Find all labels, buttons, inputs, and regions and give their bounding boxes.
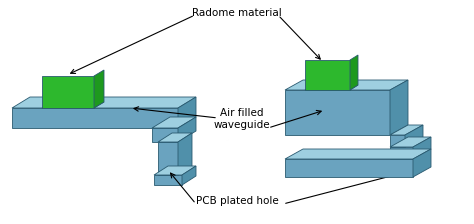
Polygon shape <box>178 97 196 128</box>
Polygon shape <box>413 137 431 159</box>
Polygon shape <box>350 55 358 90</box>
Polygon shape <box>154 166 196 175</box>
Polygon shape <box>178 133 192 175</box>
Polygon shape <box>158 133 192 142</box>
Polygon shape <box>285 159 413 177</box>
Polygon shape <box>42 76 94 108</box>
Polygon shape <box>154 175 182 185</box>
Polygon shape <box>152 128 178 142</box>
Polygon shape <box>158 142 178 175</box>
Polygon shape <box>152 117 196 128</box>
Polygon shape <box>413 149 431 177</box>
Polygon shape <box>94 70 104 108</box>
Polygon shape <box>390 135 405 147</box>
Text: Radome material: Radome material <box>192 8 282 18</box>
Polygon shape <box>12 108 178 128</box>
Polygon shape <box>12 97 196 108</box>
Polygon shape <box>390 80 408 135</box>
Polygon shape <box>390 125 423 135</box>
Text: Air filled
waveguide: Air filled waveguide <box>214 108 270 130</box>
Polygon shape <box>182 166 196 185</box>
Polygon shape <box>178 117 196 142</box>
Polygon shape <box>405 125 423 147</box>
Polygon shape <box>285 90 390 135</box>
Polygon shape <box>285 80 408 90</box>
Polygon shape <box>390 137 431 147</box>
Polygon shape <box>285 149 431 159</box>
Polygon shape <box>305 60 350 90</box>
Polygon shape <box>42 102 104 108</box>
Polygon shape <box>305 85 358 90</box>
Polygon shape <box>390 147 413 159</box>
Text: PCB plated hole: PCB plated hole <box>196 196 278 206</box>
